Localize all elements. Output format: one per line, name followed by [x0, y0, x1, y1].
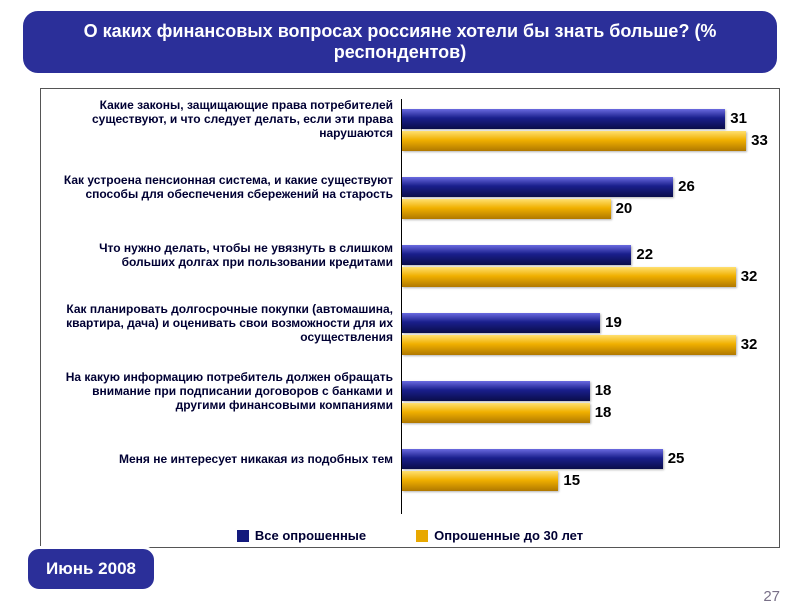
value-label: 26 — [678, 178, 695, 195]
value-label: 20 — [616, 200, 633, 217]
value-label: 31 — [730, 110, 747, 127]
value-label: 19 — [605, 314, 622, 331]
category-label: Как устроена пенсионная система, и какие… — [45, 160, 399, 216]
bar-series-all — [402, 109, 725, 129]
legend-text: Все опрошенные — [255, 528, 366, 543]
legend: Все опрошенные Опрошенные до 30 лет — [41, 528, 779, 543]
category-label: Как планировать долгосрочные покупки (ав… — [45, 296, 399, 352]
category-label: Какие законы, защищающие права потребите… — [45, 92, 399, 148]
legend-swatch — [416, 530, 428, 542]
category-label: Меня не интересует никакая из подобных т… — [45, 432, 399, 488]
legend-text: Опрошенные до 30 лет — [434, 528, 583, 543]
bar-series-under30 — [402, 267, 736, 287]
legend-swatch — [237, 530, 249, 542]
category-label: Что нужно делать, чтобы не увязнуть в сл… — [45, 228, 399, 284]
plot-area: 3133 26 20 22 32 19 32 18 18 25 15 — [401, 99, 766, 514]
value-label: 33 — [751, 132, 768, 149]
bar-series-all — [402, 381, 590, 401]
page-number: 27 — [763, 588, 780, 605]
bar-series-all — [402, 177, 673, 197]
footer-date: Июнь 2008 — [25, 546, 157, 592]
chart-panel: 3133 26 20 22 32 19 32 18 18 25 15 Все опрошенные О… — [40, 88, 780, 548]
value-label: 15 — [563, 472, 580, 489]
legend-item: Все опрошенные — [237, 528, 366, 543]
bar-series-all — [402, 449, 663, 469]
value-label: 32 — [741, 268, 758, 285]
value-label: 18 — [595, 382, 612, 399]
value-label: 18 — [595, 404, 612, 421]
bar-series-under30 — [402, 199, 611, 219]
category-label: На какую информацию потребитель должен о… — [45, 364, 399, 420]
legend-item: Опрошенные до 30 лет — [416, 528, 583, 543]
bar-series-under30 — [402, 131, 746, 151]
value-label: 25 — [668, 450, 685, 467]
value-label: 22 — [636, 246, 653, 263]
bar-series-under30 — [402, 403, 590, 423]
bar-series-under30 — [402, 335, 736, 355]
bar-series-all — [402, 245, 631, 265]
value-label: 32 — [741, 336, 758, 353]
bar-series-all — [402, 313, 600, 333]
bar-series-under30 — [402, 471, 558, 491]
title-banner: О каких финансовых вопросах россияне хот… — [20, 8, 780, 76]
